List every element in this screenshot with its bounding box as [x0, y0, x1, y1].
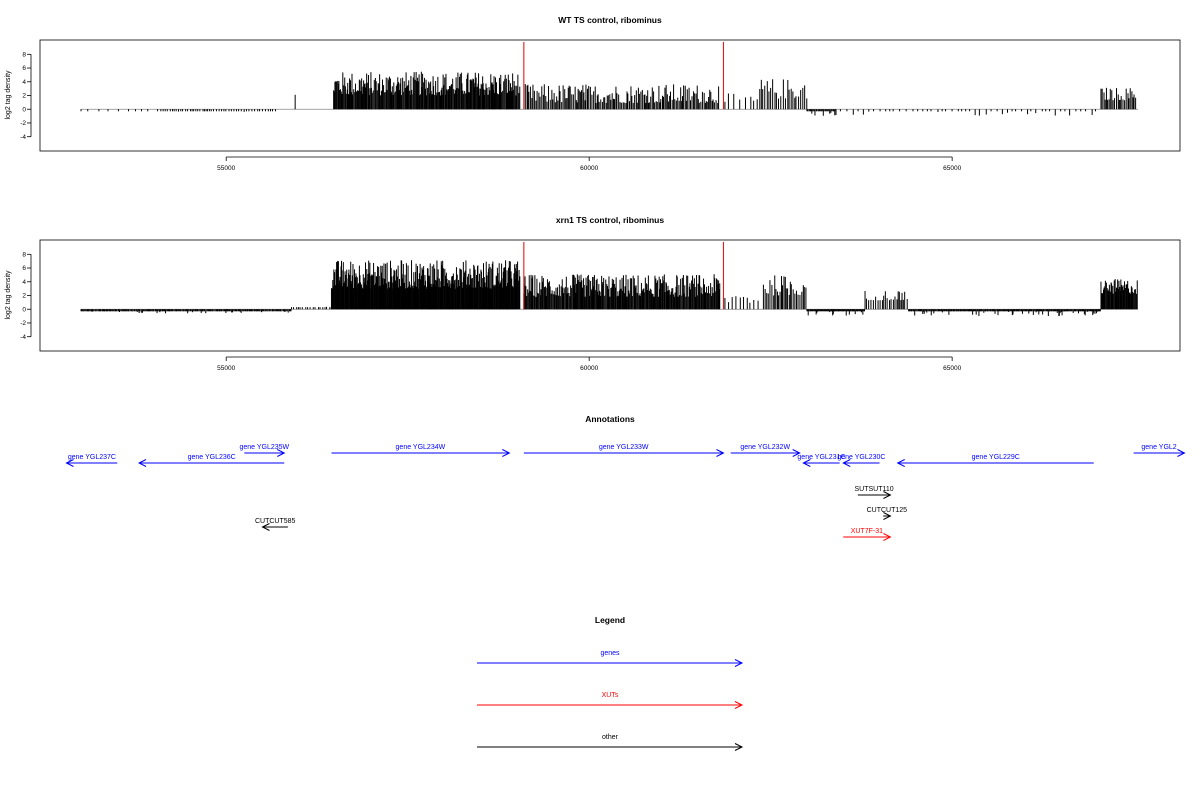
annotation-label: gene YGL230C	[837, 454, 885, 461]
annotation-arrow-arrowhead	[716, 449, 725, 457]
xrn1-y-tick-label: 8	[22, 252, 26, 259]
annotation-label: SUTSUT110	[855, 486, 894, 493]
xrn1-density-panel: xrn1 TS control, ribominus log2 tag dens…	[5, 215, 1181, 373]
annotation-label: gene YGL236C	[188, 454, 236, 461]
annotation-label: gene YGL235W	[239, 444, 289, 451]
annotation-label: gene YGL233W	[599, 444, 649, 451]
legend-entry-label: other	[602, 734, 619, 741]
xrn1-y-tick-label: -4	[20, 334, 26, 341]
annotation-arrow-arrowhead	[502, 449, 511, 457]
wt-x-tick-label: 55000	[217, 165, 235, 172]
annotation-label: gene YGL2	[1141, 444, 1176, 451]
xrn1-x-tick-label: 65000	[943, 365, 961, 372]
annotation-arrow-arrowhead	[883, 533, 892, 541]
wt-y-tick-label: 4	[22, 79, 26, 86]
annotation-arrow-arrowhead	[883, 512, 892, 520]
legend-arrow-arrowhead	[734, 701, 744, 709]
wt-y-tick-label: -4	[20, 134, 26, 141]
annotation-arrow-arrowhead	[137, 459, 147, 467]
legend-entry-label: genes	[600, 650, 620, 657]
annotation-label: gene YGL229C	[972, 454, 1020, 461]
annotation-label: gene YGL234W	[396, 444, 446, 451]
annotations-panel: Annotations gene YGL237C gene YGL236Cgene…	[65, 414, 1186, 541]
annotation-label: CUTCUT125	[867, 507, 908, 514]
annotation-arrow-arrowhead	[65, 459, 74, 467]
annotation-label: gene YGL232W	[740, 444, 790, 451]
wt-y-axis-label: log2 tag density	[5, 70, 12, 120]
legend-entry-label: XUTs	[602, 692, 619, 699]
xrn1-y-tick-label: 0	[22, 306, 26, 313]
annotation-arrow-arrowhead	[802, 459, 811, 467]
xrn1-y-tick-label: -2	[20, 320, 26, 327]
xrn1-bars	[80, 242, 1138, 317]
xrn1-plot-frame	[39, 239, 1181, 352]
annotation-arrow-arrowhead	[261, 523, 270, 531]
wt-axes: -4 -2 0 2 4 6 8 55000 60000 65000	[20, 52, 961, 173]
legend-arrow-arrowhead	[734, 743, 744, 751]
annotation-arrow-arrowhead	[277, 449, 286, 457]
xrn1-x-tick-label: 55000	[217, 365, 235, 372]
legend-arrow-arrowhead	[734, 659, 744, 667]
wt-y-tick-label: 6	[22, 65, 26, 72]
xrn1-y-tick-label: 6	[22, 265, 26, 272]
legend-title: Legend	[595, 615, 625, 625]
annotation-arrow-arrowhead	[792, 449, 801, 457]
annotation-label: CUTCUT585	[255, 518, 296, 525]
xrn1-panel-title: xrn1 TS control, ribominus	[556, 215, 664, 225]
annotation-label: XUT7F-31	[851, 528, 883, 535]
wt-bars	[80, 42, 1138, 116]
legend-entries: genes XUTs other	[477, 650, 744, 751]
legend-panel: Legend genes XUTs other	[477, 615, 744, 751]
wt-plot-frame	[39, 39, 1181, 152]
annotation-arrow-arrowhead	[1177, 449, 1186, 457]
wt-density-panel: WT TS control, ribominus log2 tag densit…	[5, 15, 1181, 173]
annotation-arrow-arrowhead	[896, 459, 905, 467]
annotations-title: Annotations	[585, 414, 635, 424]
xrn1-y-tick-label: 2	[22, 293, 26, 300]
wt-x-tick-label: 65000	[943, 165, 961, 172]
wt-y-tick-label: 8	[22, 52, 26, 59]
wt-y-tick-label: -2	[20, 120, 26, 127]
xrn1-y-axis-label: log2 tag density	[5, 270, 12, 320]
annotation-arrow-arrowhead	[842, 459, 851, 467]
annotation-label: gene YGL237C	[68, 454, 116, 461]
annotation-arrow-arrowhead	[883, 491, 892, 499]
wt-x-tick-label: 60000	[580, 165, 598, 172]
wt-y-tick-label: 2	[22, 93, 26, 100]
wt-y-tick-label: 0	[22, 106, 26, 113]
wt-panel-title: WT TS control, ribominus	[558, 15, 662, 25]
annotation-label: gene YGL231C	[797, 454, 845, 461]
xrn1-x-tick-label: 60000	[580, 365, 598, 372]
xrn1-y-tick-label: 4	[22, 279, 26, 286]
xrn1-axes: -4 -2 0 2 4 6 8 55000 60000 65000	[20, 252, 961, 373]
